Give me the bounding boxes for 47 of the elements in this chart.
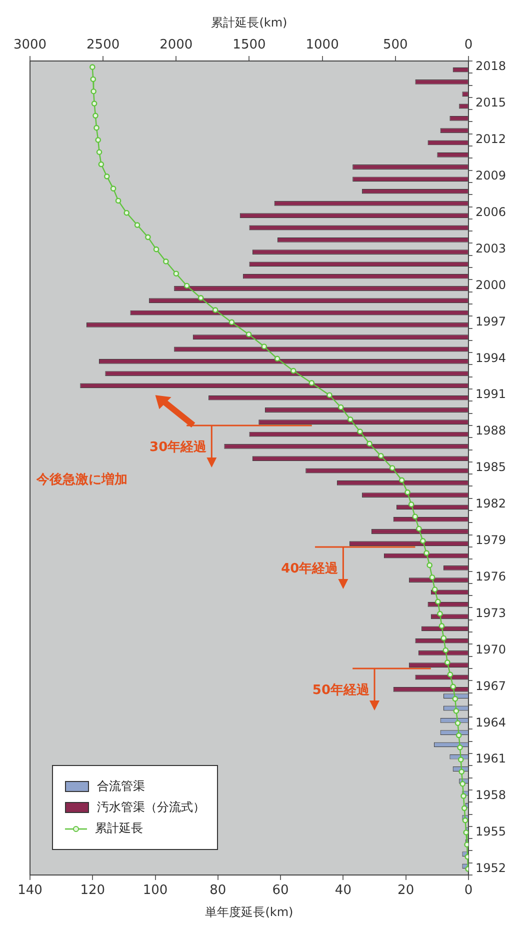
- y-tick-label: 2006: [475, 204, 506, 219]
- x2-axis-title: 累計延長(km): [211, 15, 288, 30]
- y-tick-label: 1988: [475, 424, 506, 438]
- y-tick-label: 1961: [475, 752, 506, 766]
- x2-tick-label: 3000: [13, 38, 47, 53]
- annotation: 40年経過: [281, 561, 340, 576]
- y-tick-label: 1973: [475, 606, 506, 620]
- x2-tick-label: 1000: [306, 38, 339, 53]
- y-tick-label: 1976: [475, 569, 506, 584]
- x-axis-title: 単年度延長(km): [205, 904, 294, 919]
- legend-label: 合流管渠: [97, 778, 145, 795]
- x2-tick-label: 0: [464, 38, 473, 53]
- y-tick-label: 1994: [475, 350, 506, 365]
- x2-tick-label: 500: [382, 38, 408, 53]
- y-tick-label: 1958: [475, 788, 506, 802]
- legend-label: 累計延長: [95, 820, 143, 837]
- x-tick-label: 20: [398, 883, 414, 898]
- x-tick-label: 120: [80, 883, 106, 898]
- x2-tick-label: 1500: [232, 38, 266, 53]
- annotation: 50年経過: [312, 682, 370, 698]
- y-tick-label: 1997: [475, 314, 506, 328]
- x-tick-label: 100: [142, 883, 168, 898]
- x2-tick-label: 2500: [86, 38, 120, 53]
- x-tick-label: 80: [210, 883, 226, 898]
- x2-tick-label: 2000: [160, 38, 193, 53]
- y-tick-label: 1985: [475, 460, 506, 474]
- y-tick-label: 1982: [475, 496, 506, 511]
- legend-label: 汚水管渠（分流式）: [97, 799, 205, 816]
- annotation: 今後急激に増加: [35, 472, 128, 488]
- y-tick-label: 2015: [475, 96, 506, 110]
- y-tick-label: 1967: [475, 678, 506, 693]
- y-tick-label: 2018: [475, 59, 506, 74]
- annotation: 30年経過: [150, 440, 208, 455]
- y-tick-label: 1955: [475, 824, 506, 839]
- y-tick-label: 1970: [475, 642, 506, 656]
- y-tick-label: 2012: [475, 132, 506, 146]
- y-tick-label: 2003: [475, 241, 506, 256]
- x-tick-label: 60: [272, 883, 289, 898]
- y-tick-label: 1952: [475, 861, 506, 876]
- y-tick-label: 1979: [475, 533, 506, 548]
- x-tick-label: 40: [334, 883, 352, 898]
- y-tick-label: 1964: [475, 715, 506, 730]
- y-tick-label: 2009: [475, 168, 506, 183]
- y-tick-label: 2000: [475, 278, 506, 292]
- y-tick-label: 1991: [475, 387, 506, 402]
- x-tick-label: 140: [18, 883, 42, 898]
- x-tick-label: 0: [464, 883, 473, 898]
